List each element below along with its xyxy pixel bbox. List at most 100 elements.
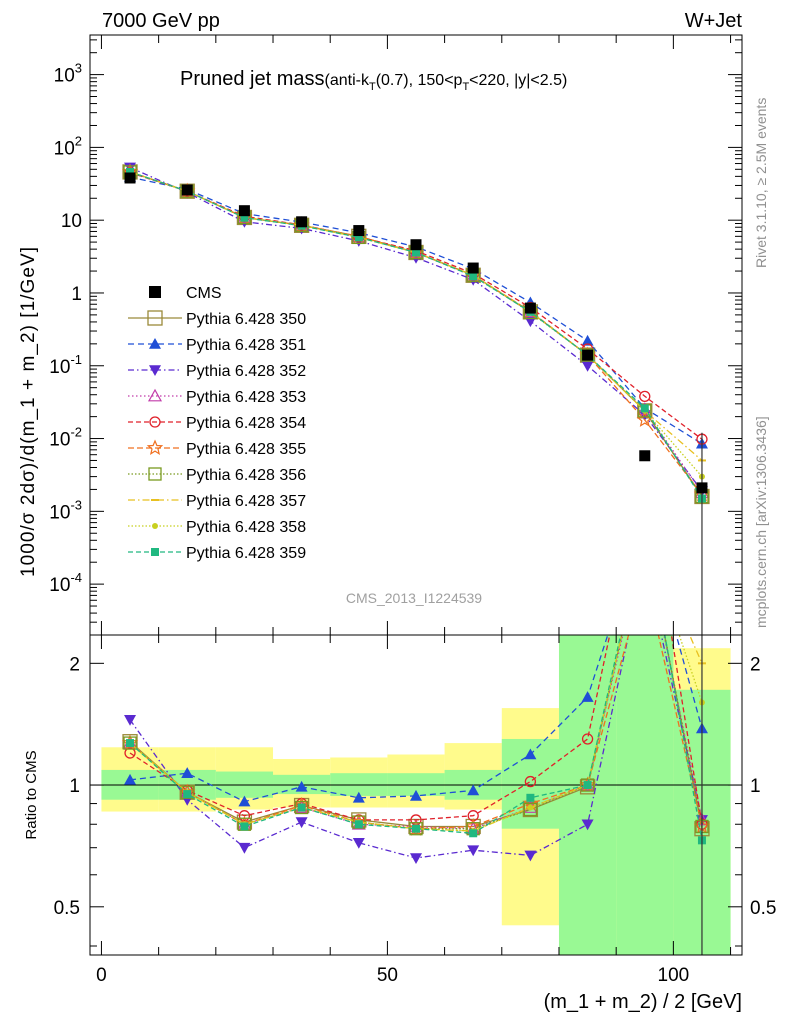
x-tick-label: 0 [96, 965, 107, 986]
legend-marker [151, 548, 159, 556]
y-tick-label-base: 10 [54, 66, 75, 87]
ratio-point [581, 819, 594, 831]
data-point [410, 239, 422, 251]
legend-marker [147, 310, 163, 326]
ratio-point [583, 781, 592, 790]
y-tick-label: 103 [54, 61, 82, 87]
y-tick-label: 102 [54, 133, 82, 159]
data-point [524, 302, 536, 314]
ratio-point [523, 802, 538, 817]
ratio-point [352, 837, 365, 849]
ratio-point [123, 736, 137, 750]
legend: CMS Pythia 6.428 350 Pythia 6.428 351 Pythi… [128, 285, 306, 562]
series-point [240, 213, 249, 222]
series-point [581, 334, 594, 346]
ratio-line [129, 635, 703, 832]
series-point [639, 390, 651, 402]
series-point [126, 167, 135, 176]
legend-marker [148, 467, 162, 481]
ratio-y-tick-label-right: 2 [750, 654, 761, 675]
uncertainty-band-inner [616, 635, 674, 955]
legend-entry-10: Pythia 6.428 359 [128, 545, 306, 562]
ratio-point [240, 822, 249, 831]
y-tick-label: 10-2 [49, 425, 82, 451]
y-tick-label: 10-1 [49, 352, 82, 378]
ratio-point [412, 824, 420, 833]
y-tick-label-exp: -1 [70, 352, 82, 367]
ratio-point [354, 820, 363, 829]
data-point [696, 482, 708, 494]
ratio-point [581, 733, 594, 745]
ratio-y-tick-label-right: 1 [750, 776, 761, 797]
ratio-series-group [121, 635, 711, 955]
ratio-line [129, 635, 703, 803]
ratio-point [581, 691, 594, 702]
legend-entry-8: Pythia 6.428 357 [128, 493, 306, 510]
ratio-point [294, 800, 309, 815]
data-point [181, 184, 193, 196]
x-tick-label: 100 [658, 965, 690, 986]
ratio-point [467, 784, 480, 796]
energy-label: 7000 GeV pp [102, 10, 220, 32]
y-tick-label-base: 10 [49, 430, 70, 451]
legend-entry-9: Pythia 6.428 358 [128, 519, 306, 536]
ratio-point [524, 748, 537, 760]
series-point [412, 248, 420, 257]
legend-entry-cms: CMS [149, 285, 222, 302]
legend-label: Pythia 6.428 358 [186, 519, 306, 536]
ratio-line [129, 635, 703, 825]
ratio-point [238, 795, 251, 807]
legend-entry-2: Pythia 6.428 351 [128, 337, 306, 354]
legend-entry-6: Pythia 6.428 355 [128, 439, 306, 458]
chart-title: Pruned jet mass(anti-kT(0.7), 150<pT<220… [180, 68, 567, 93]
y-tick-label-exp: 3 [75, 61, 82, 76]
legend-marker [149, 338, 161, 349]
legend-marker [147, 388, 163, 402]
ratio-point [124, 715, 137, 726]
series-point [640, 404, 649, 413]
y-tick-label: 10-4 [49, 570, 82, 596]
ratio-point [295, 780, 308, 792]
legend-entry-1: Pythia 6.428 350 [128, 310, 306, 328]
ratio-point [295, 817, 308, 829]
y-tick-label: 1 [71, 284, 82, 305]
ratio-point [183, 790, 192, 799]
x-tick-label: 50 [377, 965, 398, 986]
series-point [354, 233, 363, 242]
legend-label: Pythia 6.428 354 [186, 415, 306, 432]
legend-label: Pythia 6.428 357 [186, 493, 306, 510]
data-point [353, 225, 365, 237]
ratio-point [124, 773, 137, 785]
y-tick-label-base: 10 [54, 138, 75, 159]
legend-entry-5: Pythia 6.428 354 [128, 415, 306, 432]
data-point [296, 216, 308, 228]
ratio-point [126, 739, 135, 748]
ratio-point [524, 775, 537, 788]
rivet-label: Rivet 3.1.10, ≥ 2.5M events [753, 98, 769, 268]
data-point [639, 450, 651, 462]
data-point [124, 172, 136, 184]
legend-label: Pythia 6.428 359 [186, 545, 306, 562]
y-tick-label-base: 10 [49, 575, 70, 596]
y-tick-label-exp: -4 [70, 570, 82, 585]
ratio-y-tick-label: 1 [69, 776, 80, 797]
ratio-point [297, 803, 306, 812]
y-tick-label: 10-3 [49, 497, 82, 523]
data-point [582, 349, 594, 361]
legend-label: Pythia 6.428 350 [186, 311, 306, 328]
y-tick-label-exp: -2 [70, 425, 82, 440]
legend-marker [149, 416, 161, 428]
series-point [581, 360, 594, 372]
series-point [580, 348, 595, 362]
ratio-point [527, 804, 534, 811]
analysis-watermark: CMS_2013_I1224539 [346, 590, 482, 606]
series-point [469, 272, 478, 281]
mcplots-label: mcplots.cern.ch [arXiv:1306.3436] [753, 416, 769, 628]
data-point [238, 205, 250, 217]
ratio-y-axis-label: Ratio to CMS [23, 750, 40, 839]
uncertainty-band-inner [330, 773, 388, 796]
legend-marker [146, 439, 164, 455]
ratio-y-tick-label-right: 0.5 [750, 898, 776, 919]
y-tick-label-exp: 2 [75, 133, 82, 148]
